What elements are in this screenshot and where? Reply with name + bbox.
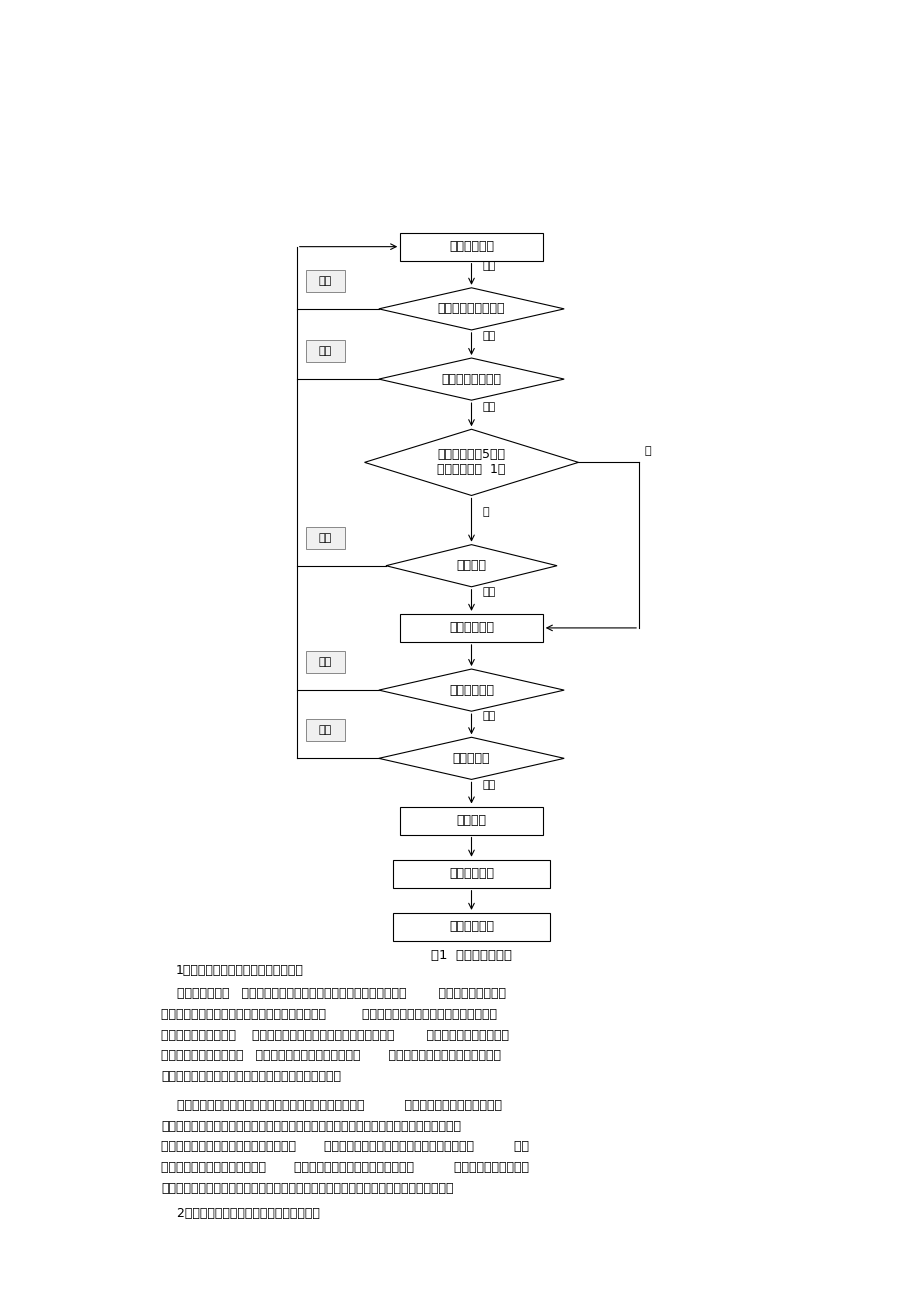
Text: 择评标专家，真正做到公开、公平、公正的评标原则。: 择评标专家，真正做到公开、公平、公正的评标原则。 xyxy=(161,1070,341,1083)
Bar xyxy=(400,233,542,261)
Text: 科研经费大于5万，
其他经费大于  1万: 科研经费大于5万， 其他经费大于 1万 xyxy=(437,448,505,477)
Text: 退回: 退回 xyxy=(318,533,332,542)
Bar xyxy=(392,913,550,941)
Text: 1．以便捷适用为标准，进行基础设置: 1．以便捷适用为标准，进行基础设置 xyxy=(176,964,303,977)
Text: 填写采购申请: 填写采购申请 xyxy=(448,240,494,253)
Bar xyxy=(305,270,345,292)
Text: 式，用于采购执行打包的采购标号，经费的设置等。经费设置分为校级经费和院（处）级经: 式，用于采购执行打包的采购标号，经费的设置等。经费设置分为校级经费和院（处）级经 xyxy=(161,1119,460,1132)
Text: 退回: 退回 xyxy=(318,657,332,667)
Text: 退回: 退回 xyxy=(318,276,332,285)
Bar xyxy=(305,719,345,741)
Polygon shape xyxy=(379,288,563,330)
Polygon shape xyxy=(379,737,563,779)
Text: 采购支付管理: 采购支付管理 xyxy=(448,920,494,933)
Text: 退回: 退回 xyxy=(318,726,332,735)
Polygon shape xyxy=(386,545,557,586)
Text: 划，记录专家评审意见；   也可以实现随机抽取专家功能，       参与招标评标工作，避免了人为选: 划，记录专家评审意见； 也可以实现随机抽取专家功能， 参与招标评标工作，避免了人… xyxy=(161,1049,501,1062)
Text: 否: 否 xyxy=(644,447,651,456)
Text: 通过: 通过 xyxy=(482,331,495,341)
Bar xyxy=(392,860,550,887)
Text: 采购合同管理: 采购合同管理 xyxy=(448,868,494,881)
Bar xyxy=(305,652,345,674)
Text: 退回: 退回 xyxy=(318,347,332,356)
Bar xyxy=(305,340,345,362)
Text: 是: 是 xyxy=(482,507,488,517)
Text: 提交: 提交 xyxy=(482,261,495,271)
Text: 设备处审核: 设备处审核 xyxy=(452,752,490,765)
Text: 采购执行: 采购执行 xyxy=(456,814,486,827)
Text: 通过: 通过 xyxy=(482,401,495,412)
Text: 理供应商的相关信息，包括所属地区、联系方式、         主要经营产品范围等，便于进行设备市场: 理供应商的相关信息，包括所属地区、联系方式、 主要经营产品范围等，便于进行设备市… xyxy=(161,1009,497,1020)
Text: 2．以提高采购效率为原则，规范采购过程: 2．以提高采购效率为原则，规范采购过程 xyxy=(161,1208,320,1221)
Text: 校长审批: 校长审批 xyxy=(456,559,486,572)
Text: 申请需经过两级审批才能通过。       院（处）级经费的审批为一级管理，          即申请审批主管部门和: 申请需经过两级审批才能通过。 院（处）级经费的审批为一级管理， 即申请审批主管部… xyxy=(161,1161,528,1174)
Text: 调研和采购合同管理。    其次，采购人员可以维护专家库详细信息，        实现专家在线论证采购计: 调研和采购合同管理。 其次，采购人员可以维护专家库详细信息， 实现专家在线论证采… xyxy=(161,1028,509,1041)
Text: 经费主管部门审批: 经费主管部门审批 xyxy=(441,373,501,386)
Text: 图1  设备采购流程图: 图1 设备采购流程图 xyxy=(430,949,512,962)
Text: 在设计过程中，   系统遵守便捷适用的标准，进行基础设置。首先，        采购人员可以有效管: 在设计过程中， 系统遵守便捷适用的标准，进行基础设置。首先， 采购人员可以有效管 xyxy=(161,988,505,1001)
Text: 通过: 通过 xyxy=(482,588,495,597)
Polygon shape xyxy=(379,668,563,711)
Text: 随机专家审核: 随机专家审核 xyxy=(448,684,494,697)
Bar xyxy=(305,526,345,549)
Text: 院（部）负责人审批: 院（部）负责人审批 xyxy=(437,302,505,315)
Text: 费两种。校级经费的审批分为两级管理，       即申请审批主管部门和经费主管部门不相同，          采购: 费两种。校级经费的审批分为两级管理， 即申请审批主管部门和经费主管部门不相同， … xyxy=(161,1140,528,1153)
Text: 确定采购方式: 确定采购方式 xyxy=(448,622,494,635)
Text: 与此同时，采购人员还可以维护采购申请中的采购目录，          采购过程中可供选择的采购方: 与此同时，采购人员还可以维护采购申请中的采购目录， 采购过程中可供选择的采购方 xyxy=(161,1098,502,1111)
Text: 通过: 通过 xyxy=(482,711,495,722)
Polygon shape xyxy=(364,429,578,495)
Bar xyxy=(400,807,542,835)
Text: 经费主管部门相同，采购申请只需一级审批即可通过。经费设置要根据实际情况来操作。: 经费主管部门相同，采购申请只需一级审批即可通过。经费设置要根据实际情况来操作。 xyxy=(161,1182,453,1195)
Text: 通过: 通过 xyxy=(482,780,495,790)
Bar xyxy=(400,614,542,642)
Polygon shape xyxy=(379,358,563,400)
